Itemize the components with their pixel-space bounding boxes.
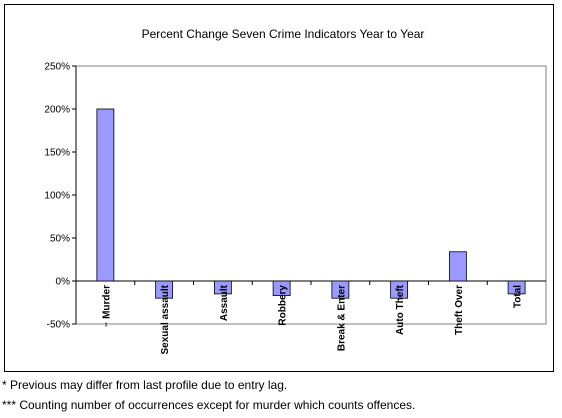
footnote-previous: * Previous may differ from last profile … bbox=[2, 378, 288, 392]
category-label-group: Robbery bbox=[278, 285, 289, 326]
y-tick-label: 0% bbox=[56, 277, 71, 288]
chart-title: Percent Change Seven Crime Indicators Ye… bbox=[142, 27, 425, 41]
category-label: Auto Theft bbox=[395, 284, 406, 335]
bar-break-enter bbox=[331, 280, 350, 299]
y-tick-label: -50% bbox=[47, 320, 70, 331]
category-label: Break & Enter bbox=[336, 285, 347, 351]
y-tick-label: 250% bbox=[44, 62, 70, 73]
y-tick-label: 200% bbox=[44, 105, 70, 116]
category-label-group: Auto Theft bbox=[395, 284, 406, 335]
category-label-group: Theft Over bbox=[454, 285, 465, 335]
bar-auto-theft bbox=[390, 280, 409, 299]
category-label: Total bbox=[513, 285, 524, 308]
footnote-counting: *** Counting number of occurrences excep… bbox=[2, 398, 416, 412]
category-label: Robbery bbox=[278, 285, 289, 326]
category-label-group: Assault bbox=[219, 284, 230, 321]
bar-chart: Percent Change Seven Crime Indicators Ye… bbox=[44, 27, 547, 354]
category-label: Murder bbox=[101, 285, 112, 319]
category-labels: Murder ** Sexual assault Assault Robbery Brea… bbox=[101, 284, 523, 354]
bar-murder bbox=[96, 108, 115, 282]
y-tick-label: 100% bbox=[44, 191, 70, 202]
category-label: Assault bbox=[219, 284, 230, 321]
bar-sexual-assault bbox=[155, 280, 174, 299]
bar-total bbox=[507, 280, 526, 295]
category-label: Sexual assault bbox=[160, 284, 171, 354]
bar-robbery bbox=[272, 280, 291, 297]
chart-frame: Percent Change Seven Crime Indicators Ye… bbox=[4, 4, 554, 372]
y-tick-label: 150% bbox=[44, 148, 70, 159]
category-label-prefix: ** bbox=[105, 322, 111, 327]
category-label-group: Total bbox=[513, 285, 524, 308]
y-tick-label: 50% bbox=[50, 234, 70, 245]
bar-theft-over bbox=[448, 251, 467, 282]
bar-assault bbox=[213, 280, 232, 295]
bars bbox=[75, 108, 526, 299]
category-label-group: Murder ** bbox=[101, 285, 112, 327]
category-label: Theft Over bbox=[454, 285, 465, 335]
category-label-group: Sexual assault bbox=[160, 284, 171, 354]
category-label-group: Break & Enter bbox=[336, 285, 347, 351]
plot-area bbox=[75, 65, 547, 325]
